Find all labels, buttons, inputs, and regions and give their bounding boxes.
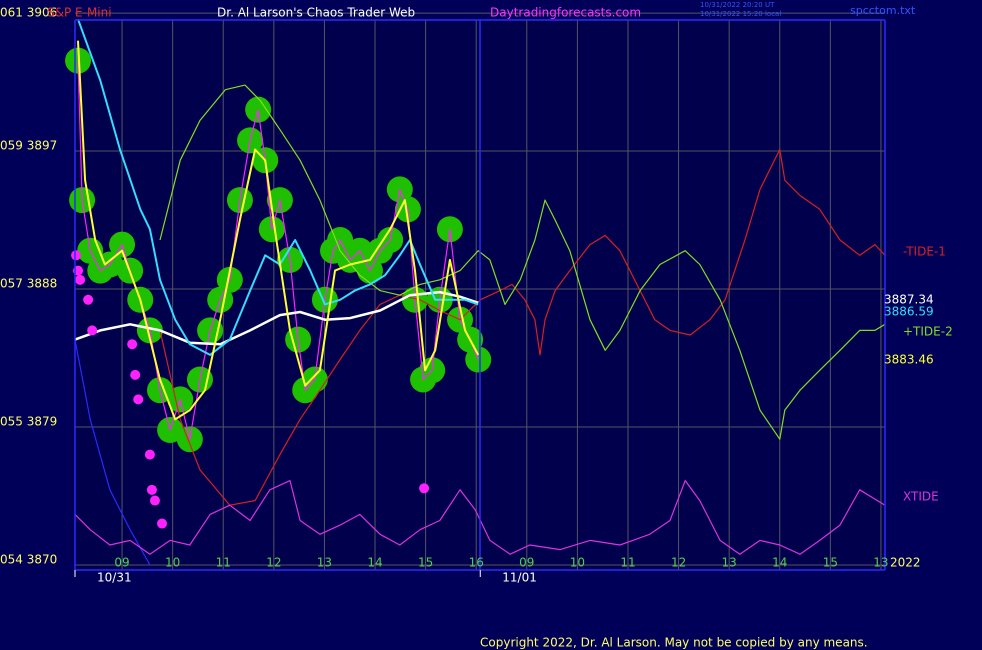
series-label: -TIDE-1 — [903, 245, 946, 259]
file-name: spcctom.txt — [850, 4, 916, 17]
dot — [130, 369, 141, 380]
series-line — [77, 18, 479, 356]
end-value-label: 3887.34 — [884, 293, 934, 307]
dot — [149, 495, 160, 506]
dot — [419, 483, 430, 494]
x-tick-label: 11 — [216, 556, 231, 570]
dot — [127, 339, 138, 350]
dot — [133, 394, 144, 405]
dot — [71, 250, 82, 261]
series-label: XTIDE — [903, 490, 939, 504]
x-tick-label: 13 — [722, 556, 737, 570]
x-tick-label: 12 — [671, 556, 686, 570]
instrument: S&P E-Mini — [47, 6, 112, 20]
series-line — [159, 148, 886, 506]
y-tick-label: 054 3870 — [0, 552, 57, 566]
halo — [465, 346, 492, 373]
y-tick-label: 055 3879 — [0, 414, 57, 428]
y-tick-label: 057 3888 — [0, 277, 57, 291]
dot — [157, 518, 168, 529]
series-line — [74, 290, 479, 346]
timestamp-local: 10/31/2022 15:20 local — [700, 10, 781, 18]
series-label: +TIDE-2 — [903, 325, 953, 339]
date-label: 10/31 — [97, 571, 132, 585]
x-tick-label: 09 — [519, 556, 534, 570]
x-tick-label: 16 — [469, 556, 484, 570]
y-tick-label: 059 3897 — [0, 139, 57, 153]
dot — [146, 484, 157, 495]
x-tick-label: 11 — [620, 556, 635, 570]
dot — [87, 325, 98, 336]
year: 2022 — [890, 556, 921, 570]
end-value-label: 3883.46 — [884, 353, 934, 367]
y-tick-label: 061 3906 — [0, 6, 57, 20]
dot — [144, 449, 155, 460]
copyright: Copyright 2022, Dr. Al Larson. May not b… — [480, 636, 868, 650]
x-tick-label: 10 — [570, 556, 585, 570]
labels: 061 3906 059 3897 057 3888 055 3879 054 3870… — [0, 6, 953, 585]
x-tick-label: 15 — [823, 556, 838, 570]
site-url: Daytradingforecasts.com — [490, 6, 641, 20]
site-title: Dr. Al Larson's Chaos Trader Web — [217, 6, 415, 20]
x-tick-label: 14 — [367, 556, 382, 570]
dot — [75, 274, 86, 285]
series-line — [159, 84, 886, 440]
x-tick-label: 14 — [772, 556, 787, 570]
series-line — [74, 480, 886, 555]
x-tick-label: 15 — [418, 556, 433, 570]
end-value-label: 3886.59 — [884, 305, 934, 319]
x-tick-label: 13 — [873, 556, 888, 570]
dot — [83, 294, 94, 305]
date-label: 11/01 — [502, 571, 537, 585]
x-tick-label: 09 — [114, 556, 129, 570]
timestamp-ut: 10/31/2022 20:20 UT — [700, 1, 775, 9]
series-line — [74, 339, 151, 566]
x-tick-label: 12 — [266, 556, 281, 570]
x-tick-label: 10 — [165, 556, 180, 570]
marks — [65, 18, 886, 566]
series-line — [77, 40, 480, 421]
x-tick-label: 13 — [317, 556, 332, 570]
